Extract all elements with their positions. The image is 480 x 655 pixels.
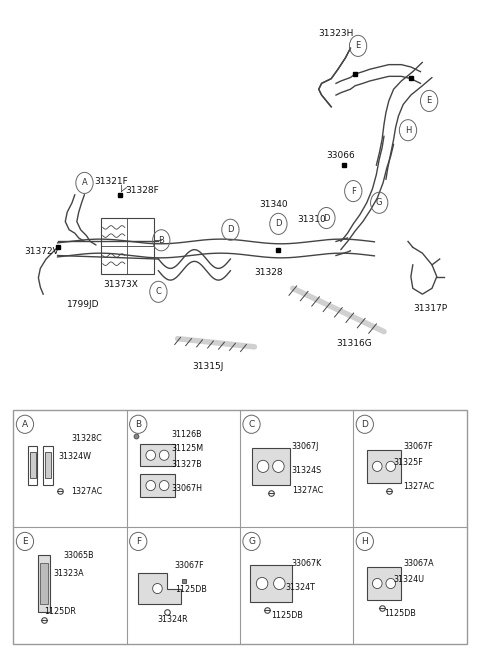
Text: E: E xyxy=(427,96,432,105)
Text: E: E xyxy=(356,41,360,50)
Circle shape xyxy=(159,450,169,460)
Text: 31325F: 31325F xyxy=(394,458,423,467)
Bar xyxy=(101,218,154,274)
Text: 31372V: 31372V xyxy=(24,248,59,256)
Circle shape xyxy=(256,578,268,590)
Bar xyxy=(367,450,401,483)
Text: F: F xyxy=(351,187,356,196)
Text: 1327AC: 1327AC xyxy=(71,487,102,496)
Circle shape xyxy=(386,461,396,472)
Text: A: A xyxy=(82,178,87,187)
Bar xyxy=(30,452,36,479)
Text: C: C xyxy=(248,420,255,429)
Text: G: G xyxy=(376,198,383,208)
Text: C: C xyxy=(156,288,161,296)
Bar xyxy=(252,448,290,485)
Text: 31323A: 31323A xyxy=(54,569,84,578)
Bar xyxy=(140,474,175,496)
Bar xyxy=(38,555,50,612)
Text: 33066: 33066 xyxy=(326,151,355,160)
Circle shape xyxy=(257,460,269,472)
Text: H: H xyxy=(405,126,411,135)
Text: 33065B: 33065B xyxy=(63,551,94,560)
Text: D: D xyxy=(323,214,330,223)
Text: H: H xyxy=(361,537,368,546)
Text: 33067A: 33067A xyxy=(403,559,434,568)
Text: 33067J: 33067J xyxy=(292,441,319,451)
Text: 31310: 31310 xyxy=(298,215,326,223)
Text: B: B xyxy=(135,420,141,429)
Circle shape xyxy=(146,481,156,491)
Text: 31125M: 31125M xyxy=(172,443,204,453)
Text: 31324U: 31324U xyxy=(394,575,425,584)
Circle shape xyxy=(153,584,162,593)
Text: D: D xyxy=(227,225,234,234)
Text: 31321F: 31321F xyxy=(94,177,128,186)
Text: 31324W: 31324W xyxy=(59,452,92,460)
Text: 33067F: 33067F xyxy=(403,441,433,451)
Bar xyxy=(45,452,51,479)
Circle shape xyxy=(274,578,285,590)
Bar xyxy=(43,446,53,485)
Text: 31323H: 31323H xyxy=(319,29,354,39)
Text: D: D xyxy=(361,420,368,429)
Text: E: E xyxy=(22,537,28,546)
Text: A: A xyxy=(22,420,28,429)
Text: 31328C: 31328C xyxy=(71,434,102,443)
Text: 31126B: 31126B xyxy=(172,430,203,439)
Text: 31328F: 31328F xyxy=(125,187,158,195)
Circle shape xyxy=(146,450,156,460)
Text: 1327AC: 1327AC xyxy=(292,486,323,495)
Text: 31316G: 31316G xyxy=(336,339,372,348)
Bar xyxy=(250,565,292,602)
Text: 31340: 31340 xyxy=(259,200,288,210)
Text: 33067K: 33067K xyxy=(292,559,322,568)
Text: 31324R: 31324R xyxy=(157,615,188,624)
Text: 31327B: 31327B xyxy=(172,460,203,469)
Text: G: G xyxy=(248,537,255,546)
Circle shape xyxy=(386,578,396,589)
Text: 1799JD: 1799JD xyxy=(67,300,100,309)
Text: 1125DR: 1125DR xyxy=(44,607,76,616)
Bar xyxy=(367,567,401,600)
Text: 31373X: 31373X xyxy=(104,280,139,289)
Circle shape xyxy=(372,578,382,589)
Text: 31317P: 31317P xyxy=(413,303,447,312)
Text: 31324S: 31324S xyxy=(292,466,322,475)
Text: 1125DB: 1125DB xyxy=(384,609,416,618)
Text: 1125DB: 1125DB xyxy=(271,611,302,620)
Text: 33067F: 33067F xyxy=(175,561,204,570)
Circle shape xyxy=(372,461,382,472)
Text: 31324T: 31324T xyxy=(285,583,315,592)
Circle shape xyxy=(159,481,169,491)
Text: 31328: 31328 xyxy=(254,269,283,277)
Text: 31315J: 31315J xyxy=(192,362,223,371)
Text: D: D xyxy=(275,219,282,229)
Bar xyxy=(40,563,48,604)
Bar xyxy=(28,446,37,485)
Circle shape xyxy=(273,460,284,472)
Text: 1125DB: 1125DB xyxy=(175,585,206,594)
Text: B: B xyxy=(158,236,164,245)
Text: 33067H: 33067H xyxy=(172,484,203,493)
Text: F: F xyxy=(136,537,141,546)
Text: 1327AC: 1327AC xyxy=(403,482,434,491)
Bar xyxy=(140,444,175,466)
Polygon shape xyxy=(138,573,181,604)
